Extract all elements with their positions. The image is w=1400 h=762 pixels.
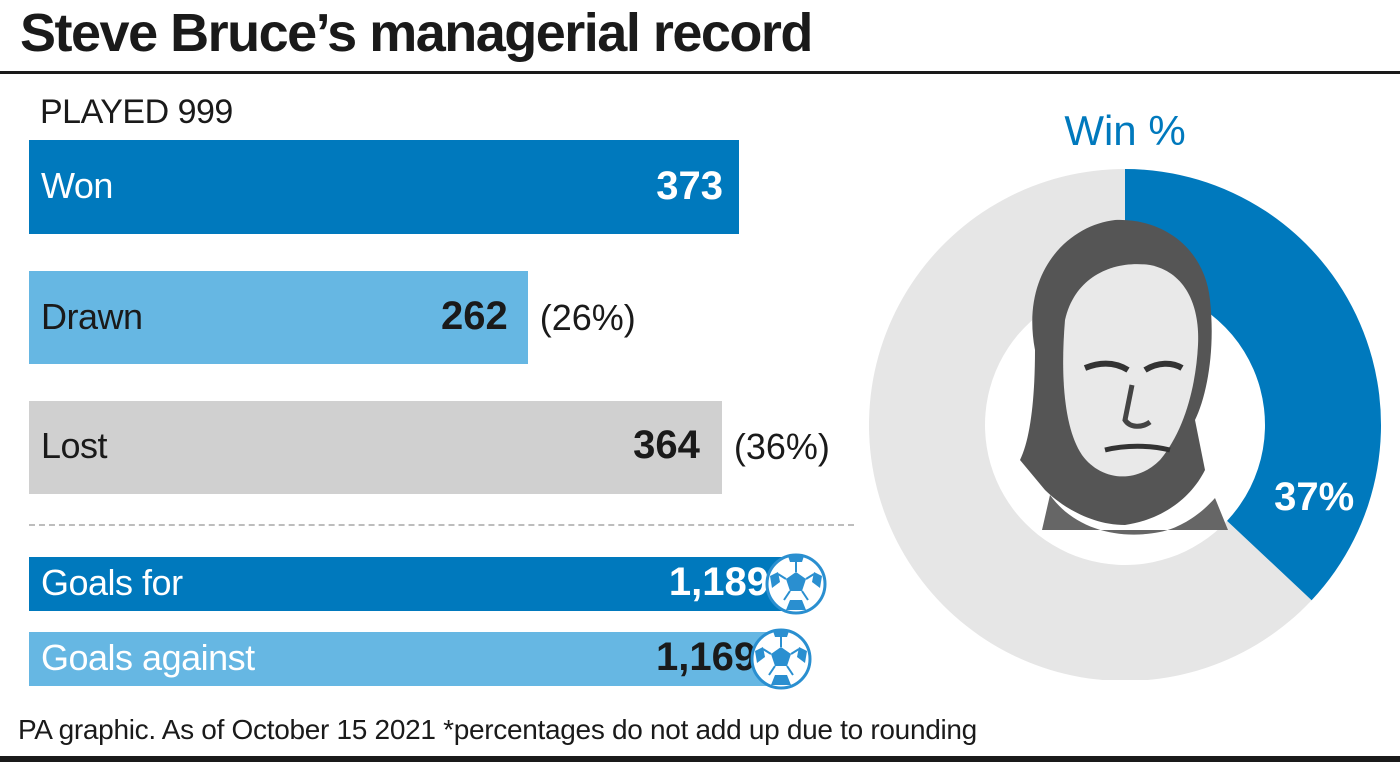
donut-slice-other	[869, 169, 1312, 680]
bar-label-lost: Lost	[41, 425, 108, 466]
football-icon	[765, 553, 827, 615]
bar-value-goals-for: 1,189	[668, 560, 769, 604]
bar-label-goals-for: Goals for	[41, 562, 183, 603]
bar-won: Won 373	[29, 140, 739, 234]
bar-label-goals-against: Goals against	[41, 637, 255, 678]
football-icon	[750, 628, 812, 690]
pct-label-lost: (36%)	[733, 426, 830, 467]
source-note: PA graphic. As of October 15 2021 *perce…	[18, 714, 977, 745]
bar-drawn: Drawn 262	[29, 271, 528, 364]
played-label: PLAYED 999	[40, 93, 233, 131]
bar-value-goals-against: 1,169	[656, 635, 757, 679]
bar-value-lost: 364	[633, 423, 700, 467]
bar-value-drawn: 262	[440, 294, 508, 338]
bar-value-won: 373	[656, 164, 723, 208]
bar-lost: Lost 364	[29, 401, 722, 494]
chart-title: Steve Bruce’s managerial record	[20, 3, 813, 63]
manager-portrait	[1020, 219, 1228, 535]
bar-label-drawn: Drawn	[41, 296, 143, 337]
section-divider	[29, 524, 854, 526]
donut-label-win: 37%	[1274, 475, 1354, 519]
title-rule	[0, 71, 1400, 74]
bar-goals-against: Goals against 1,169	[29, 632, 783, 686]
bar-goals-for: Goals for 1,189	[29, 557, 795, 611]
win-percentage-donut: Win % 37%	[869, 107, 1381, 680]
pct-label-drawn: (26%)	[539, 297, 636, 338]
donut-title: Win %	[1064, 107, 1185, 154]
bar-label-won: Won	[41, 165, 113, 206]
bottom-rule	[0, 756, 1400, 762]
